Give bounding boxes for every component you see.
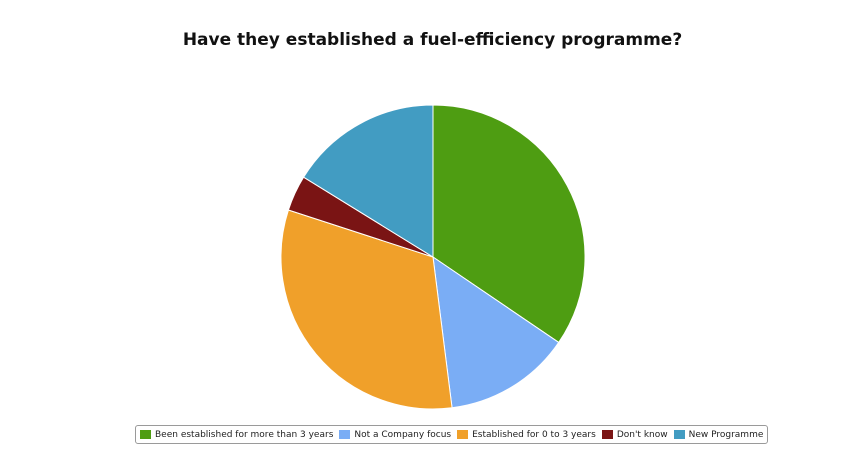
chart-title: Have they established a fuel-efficiency … bbox=[182, 30, 683, 50]
legend-label: Been established for more than 3 years bbox=[155, 429, 334, 440]
legend-swatch-dont-know bbox=[601, 430, 613, 439]
pie-slice-4[interactable] bbox=[303, 104, 434, 258]
legend-item[interactable]: Not a Company focus bbox=[339, 430, 451, 440]
pie-slice-0[interactable] bbox=[432, 104, 586, 343]
legend-item[interactable]: Established for 0 to 3 years bbox=[457, 430, 596, 440]
pie-chart bbox=[280, 104, 586, 410]
legend-label: New Programme bbox=[688, 429, 764, 440]
legend-label: Not a Company focus bbox=[354, 429, 452, 440]
pie-slice-2[interactable] bbox=[280, 209, 453, 410]
legend-label: Established for 0 to 3 years bbox=[472, 429, 596, 440]
legend-item[interactable]: New Programme bbox=[673, 429, 764, 440]
legend-swatch-established-0-3 bbox=[457, 430, 469, 439]
legend-item[interactable]: Been established for more than 3 years bbox=[140, 430, 333, 440]
legend-item[interactable]: Don't know bbox=[601, 429, 668, 440]
legend-swatch-new-programme bbox=[673, 430, 685, 439]
legend-swatch-established-more-3 bbox=[140, 430, 151, 439]
legend-label: Don't know bbox=[616, 429, 668, 440]
legend: Been established for more than 3 years N… bbox=[135, 425, 769, 444]
pie-slice-1[interactable] bbox=[432, 256, 560, 409]
legend-swatch-not-company-focus bbox=[339, 430, 351, 439]
